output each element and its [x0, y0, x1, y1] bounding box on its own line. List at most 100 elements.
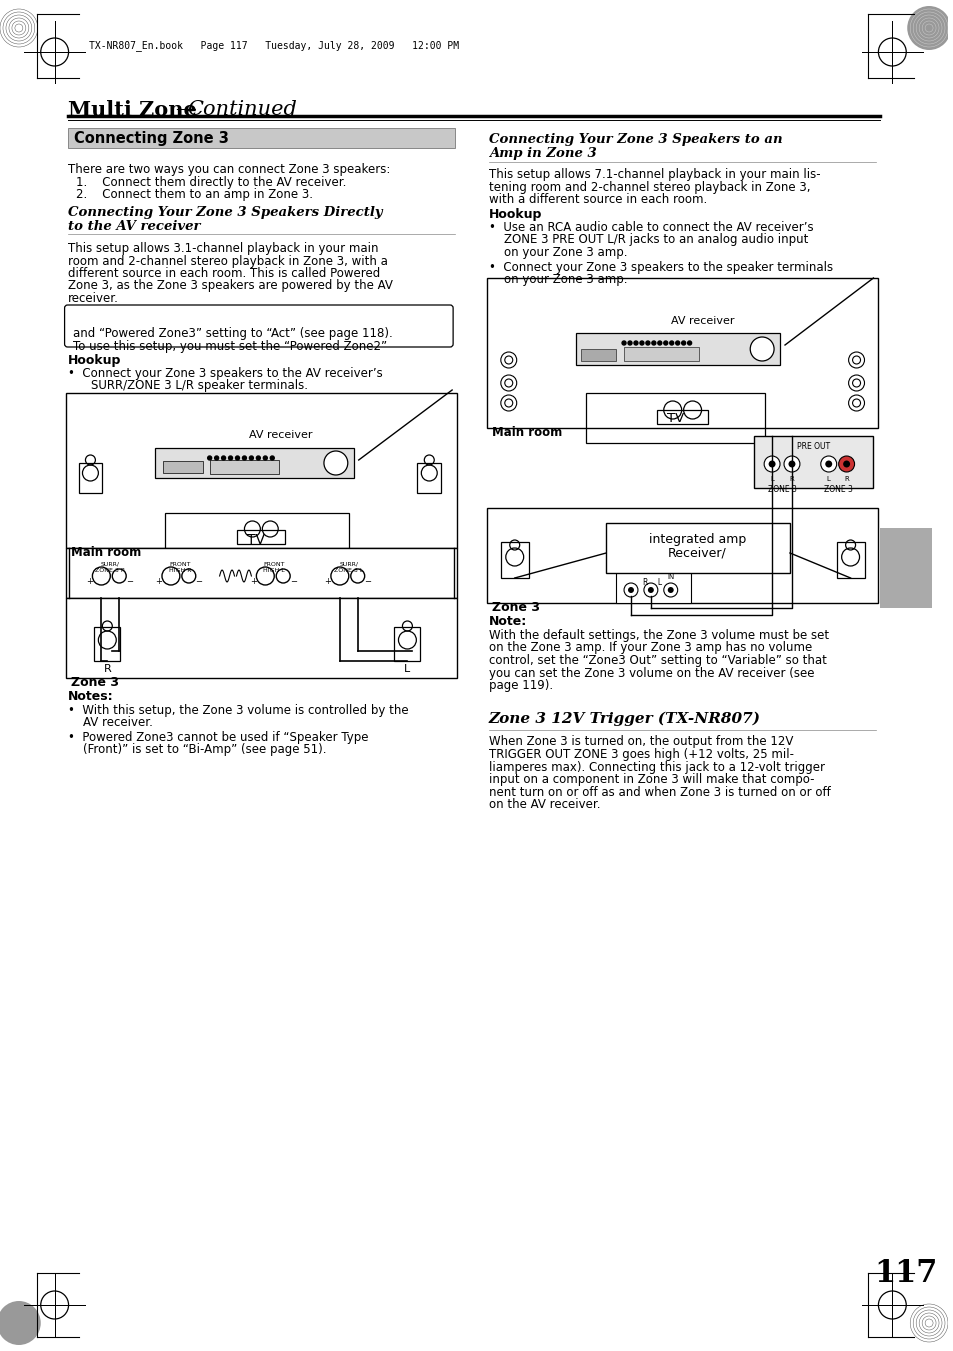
Text: R: R: [103, 663, 112, 674]
Text: −: −: [364, 577, 371, 586]
Text: SURR/
ZONE 3 L: SURR/ ZONE 3 L: [334, 562, 363, 573]
Circle shape: [229, 457, 233, 459]
Text: FRONT
HIGH R: FRONT HIGH R: [169, 562, 191, 573]
Text: Connecting Zone 3: Connecting Zone 3: [73, 131, 228, 146]
Text: page 119).: page 119).: [488, 680, 553, 692]
Text: different source in each room. This is called Powered: different source in each room. This is c…: [68, 267, 379, 280]
Circle shape: [768, 461, 775, 467]
Text: nent turn on or off as and when Zone 3 is turned on or off: nent turn on or off as and when Zone 3 i…: [488, 785, 830, 798]
Bar: [486, 508, 878, 603]
Circle shape: [788, 461, 795, 467]
Bar: [576, 332, 780, 365]
Circle shape: [906, 5, 950, 50]
Bar: [154, 449, 354, 478]
Circle shape: [0, 1301, 41, 1346]
Text: Continued: Continued: [187, 100, 296, 119]
Text: Notes:: Notes:: [68, 690, 113, 703]
Text: ZONE 3: ZONE 3: [767, 485, 796, 494]
Circle shape: [324, 451, 348, 476]
Text: Zone 3: Zone 3: [492, 601, 539, 613]
Bar: [210, 459, 279, 474]
Circle shape: [658, 340, 661, 345]
Circle shape: [627, 586, 634, 593]
Circle shape: [263, 457, 267, 459]
Circle shape: [276, 569, 290, 584]
Bar: [66, 598, 456, 678]
Circle shape: [256, 457, 260, 459]
Circle shape: [675, 340, 679, 345]
Bar: [586, 393, 764, 443]
Text: on the AV receiver.: on the AV receiver.: [488, 798, 599, 811]
Text: •  Connect your Zone 3 speakers to the AV receiver’s: • Connect your Zone 3 speakers to the AV…: [68, 367, 382, 380]
Bar: [500, 542, 528, 578]
Text: TX-NR807_En.book   Page 117   Tuesday, July 28, 2009   12:00 PM: TX-NR807_En.book Page 117 Tuesday, July …: [90, 41, 459, 51]
Circle shape: [627, 340, 631, 345]
Circle shape: [669, 340, 673, 345]
Text: +: +: [250, 577, 256, 586]
Text: on the Zone 3 amp. If your Zone 3 amp has no volume: on the Zone 3 amp. If your Zone 3 amp ha…: [488, 642, 811, 654]
Bar: [68, 128, 455, 149]
Text: on your Zone 3 amp.: on your Zone 3 amp.: [488, 273, 627, 286]
Bar: [880, 528, 931, 608]
Text: Hookup: Hookup: [488, 208, 541, 222]
Circle shape: [651, 340, 655, 345]
Text: To use this setup, you must set the “Powered Zone2”: To use this setup, you must set the “Pow…: [72, 340, 386, 353]
Circle shape: [235, 457, 239, 459]
Text: liamperes max). Connecting this jack to a 12-volt trigger: liamperes max). Connecting this jack to …: [488, 761, 824, 774]
Circle shape: [663, 340, 667, 345]
Text: SURR/
ZONE 3 R: SURR/ ZONE 3 R: [95, 562, 125, 573]
Text: Amp in Zone 3: Amp in Zone 3: [488, 147, 596, 159]
Text: •  Powered Zone3 cannot be used if “Speaker Type: • Powered Zone3 cannot be used if “Speak…: [68, 731, 368, 744]
Circle shape: [687, 340, 691, 345]
Text: TV: TV: [666, 412, 683, 424]
Circle shape: [221, 457, 225, 459]
Circle shape: [647, 586, 653, 593]
Text: 1.    Connect them directly to the AV receiver.: 1. Connect them directly to the AV recei…: [75, 176, 346, 189]
Circle shape: [783, 457, 799, 471]
Text: •  Use an RCA audio cable to connect the AV receiver’s: • Use an RCA audio cable to connect the …: [488, 222, 813, 234]
Text: −: −: [290, 577, 296, 586]
Bar: [754, 436, 873, 488]
Text: R    L: R L: [642, 578, 661, 586]
Circle shape: [351, 569, 364, 584]
Circle shape: [663, 584, 677, 597]
Bar: [395, 627, 420, 661]
Text: Note:: Note:: [488, 615, 527, 628]
Text: •  With this setup, the Zone 3 volume is controlled by the: • With this setup, the Zone 3 volume is …: [68, 704, 408, 717]
Bar: [66, 393, 456, 549]
Text: SURR/ZONE 3 L/R speaker terminals.: SURR/ZONE 3 L/R speaker terminals.: [75, 380, 307, 392]
Text: L: L: [826, 476, 830, 482]
Text: TRIGGER OUT ZONE 3 goes high (+12 volts, 25 mil-: TRIGGER OUT ZONE 3 goes high (+12 volts,…: [488, 748, 793, 761]
Text: PRE OUT: PRE OUT: [797, 442, 829, 451]
Circle shape: [162, 567, 180, 585]
Circle shape: [621, 340, 625, 345]
Text: TV: TV: [247, 534, 265, 547]
Bar: [836, 542, 863, 578]
Text: control, set the “Zone3 Out” setting to “Variable” so that: control, set the “Zone3 Out” setting to …: [488, 654, 826, 667]
Text: Zone 3: Zone 3: [71, 676, 118, 689]
Bar: [165, 513, 349, 567]
Text: on your Zone 3 amp.: on your Zone 3 amp.: [488, 246, 627, 259]
Text: IN: IN: [666, 574, 674, 580]
Text: to the AV receiver: to the AV receiver: [68, 220, 200, 232]
Bar: [623, 347, 698, 361]
Circle shape: [824, 461, 831, 467]
Text: AV receiver: AV receiver: [249, 430, 313, 440]
Text: input on a component in Zone 3 will make that compo-: input on a component in Zone 3 will make…: [488, 773, 814, 786]
Text: Hookup: Hookup: [68, 354, 121, 367]
Text: +: +: [324, 577, 331, 586]
Text: Connecting Your Zone 3 Speakers Directly: Connecting Your Zone 3 Speakers Directly: [68, 205, 382, 219]
Circle shape: [270, 457, 274, 459]
Text: 117: 117: [874, 1258, 937, 1289]
Circle shape: [214, 457, 218, 459]
Circle shape: [256, 567, 274, 585]
Text: —: —: [174, 100, 195, 119]
Circle shape: [182, 569, 195, 584]
Circle shape: [634, 340, 638, 345]
Text: you can set the Zone 3 volume on the AV receiver (see: you can set the Zone 3 volume on the AV …: [488, 666, 814, 680]
Text: tening room and 2-channel stereo playback in Zone 3,: tening room and 2-channel stereo playbac…: [488, 181, 809, 193]
Bar: [605, 523, 789, 573]
Text: R: R: [789, 476, 794, 482]
Text: −: −: [126, 577, 132, 586]
Circle shape: [92, 567, 111, 585]
